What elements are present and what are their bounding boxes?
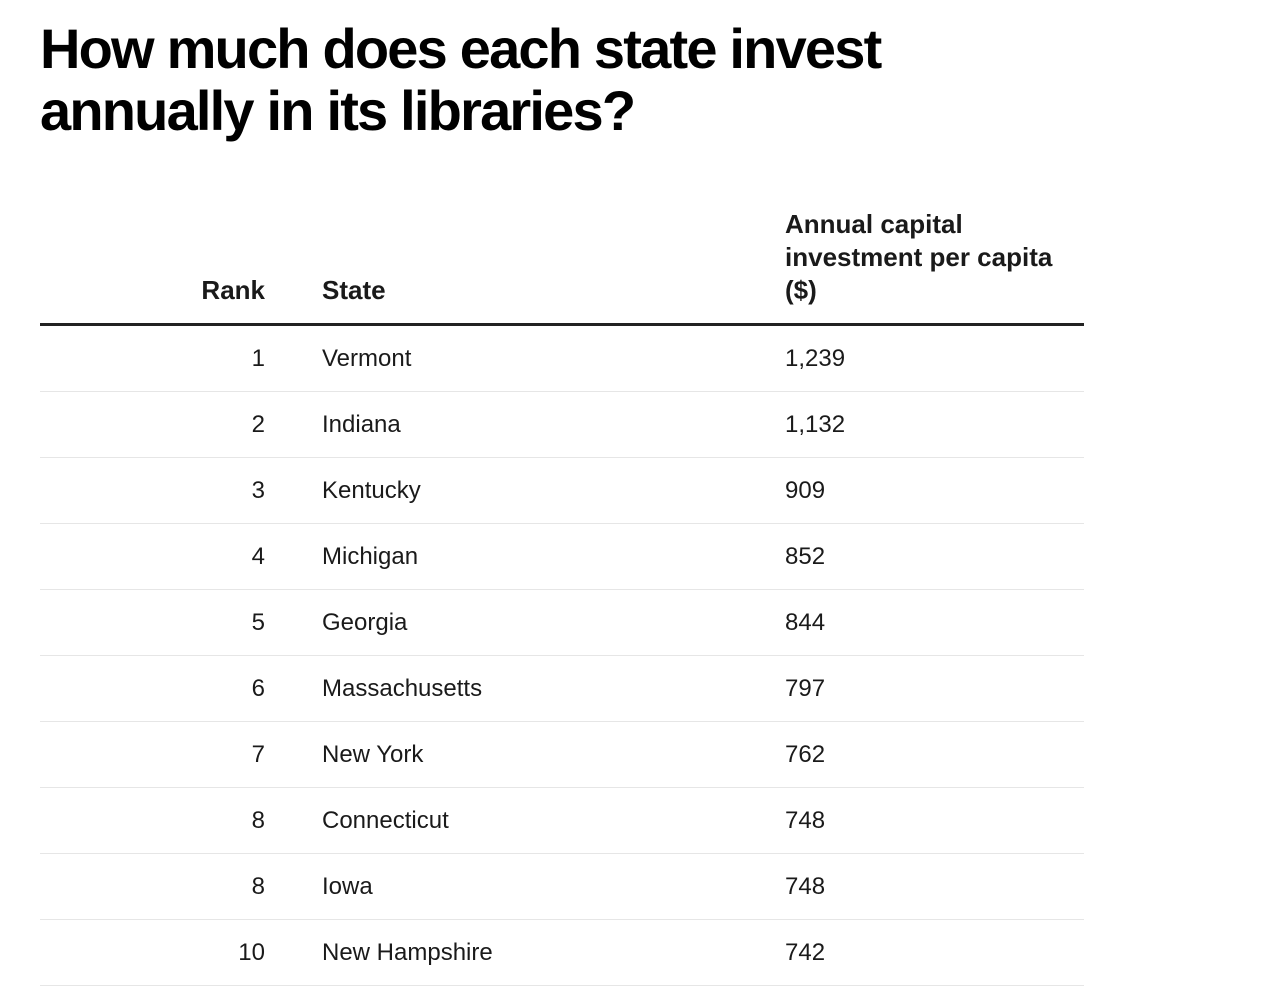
table-row: 8 Iowa 748	[40, 854, 1084, 920]
table-row: 7 New York 762	[40, 722, 1084, 788]
state-cell: New Hampshire	[322, 939, 493, 966]
table-header: Rank State Annual capital investment per…	[40, 209, 1084, 326]
state-cell: Indiana	[322, 411, 401, 438]
investment-cell: 748	[785, 873, 826, 900]
state-cell: Michigan	[322, 543, 419, 570]
rank-cell: 1	[251, 345, 265, 372]
state-cell: Vermont	[322, 345, 412, 372]
table-row: 10 New Hampshire 742	[40, 920, 1084, 986]
rank-cell: 10	[238, 939, 265, 966]
table-row: 5 Georgia 844	[40, 590, 1084, 656]
table-body: 1 Vermont 1,239 2 Indiana 1,132 3 Kentucky 909 4 M…	[40, 326, 1084, 986]
rank-cell: 4	[251, 543, 265, 570]
rank-cell: 7	[251, 741, 265, 768]
column-header-state: State	[322, 275, 386, 305]
state-cell: Kentucky	[322, 477, 421, 504]
table-row: 8 Connecticut 748	[40, 788, 1084, 854]
column-header-investment: Annual capital investment per capita ($)	[785, 209, 1053, 305]
table-row: 1 Vermont 1,239	[40, 326, 1084, 392]
investment-cell: 797	[785, 675, 826, 702]
rank-cell: 5	[251, 609, 265, 636]
page-title: How much does each state invest annually…	[40, 17, 882, 142]
rank-cell: 8	[251, 873, 265, 900]
state-cell: New York	[322, 741, 424, 768]
state-cell: Massachusetts	[322, 675, 483, 702]
column-header-rank: Rank	[201, 275, 265, 305]
investment-cell: 852	[785, 543, 826, 570]
state-cell: Connecticut	[322, 807, 449, 834]
data-table: Rank State Annual capital investment per…	[40, 209, 1084, 986]
rank-cell: 2	[251, 411, 265, 438]
state-cell: Iowa	[322, 873, 373, 900]
investment-cell: 909	[785, 477, 826, 504]
investment-cell: 844	[785, 609, 826, 636]
table-row: 3 Kentucky 909	[40, 458, 1084, 524]
investment-cell: 748	[785, 807, 826, 834]
investment-cell: 742	[785, 939, 826, 966]
table-row: 4 Michigan 852	[40, 524, 1084, 590]
state-cell: Georgia	[322, 609, 408, 636]
table-row: 2 Indiana 1,132	[40, 392, 1084, 458]
investment-cell: 1,132	[785, 411, 846, 438]
table-row: 6 Massachusetts 797	[40, 656, 1084, 722]
investment-cell: 1,239	[785, 345, 846, 372]
rank-cell: 8	[251, 807, 265, 834]
rank-cell: 6	[251, 675, 265, 702]
rank-cell: 3	[251, 477, 265, 504]
investment-cell: 762	[785, 741, 826, 768]
